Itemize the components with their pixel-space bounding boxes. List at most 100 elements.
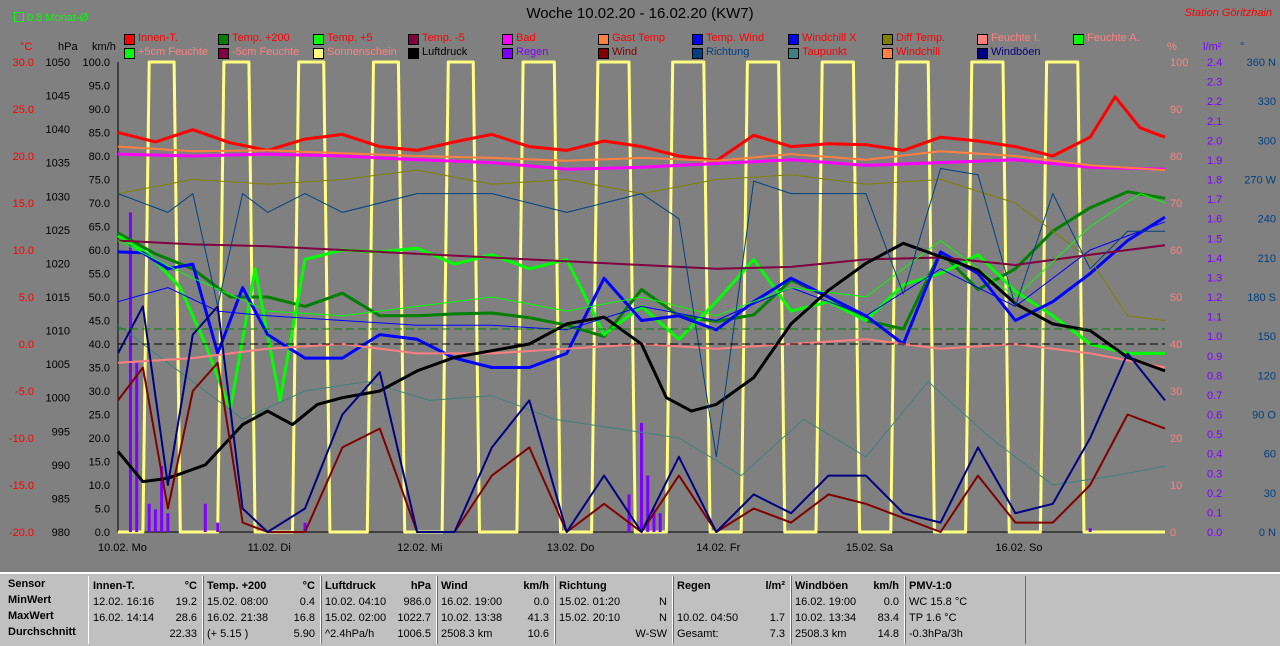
legend-swatch-temp-5[interactable] <box>408 34 419 45</box>
legend-swatch-taupunkt[interactable] <box>788 48 799 59</box>
legend-swatch-temp-wind[interactable] <box>692 34 703 45</box>
legend-swatch-windchill-x[interactable] <box>788 34 799 45</box>
legend-label-sonnenschein[interactable]: Sonnenschein <box>327 46 397 58</box>
summary-cell: 41.3 <box>527 612 549 624</box>
humidity-axis-tick: 40 <box>1170 339 1182 351</box>
rain-axis-tick: 2.0 <box>1207 135 1222 147</box>
direction-axis-tick: 240 <box>1258 214 1276 226</box>
legend-label-windchill-x[interactable]: Windchill X <box>802 32 857 44</box>
legend-label-luftdruck[interactable]: Luftdruck <box>422 46 468 58</box>
legend-swatch-sonnenschein[interactable] <box>313 48 324 59</box>
legend-label-5cm-feuchte[interactable]: -5cm Feuchte <box>232 46 300 58</box>
day-label: 14.02. Fr <box>696 542 740 554</box>
temp-axis-tick: 20.0 <box>13 151 34 163</box>
pressure-axis-tick: 1010 <box>46 326 70 338</box>
legend-label-temp-5[interactable]: Temp. +5 <box>327 32 373 44</box>
summary-cell: 986.0 <box>403 596 431 608</box>
summary-table: Sensor MinWert MaxWert Durchschnitt Innen-T… <box>0 572 1280 646</box>
wind-axis-tick: 85.0 <box>89 128 110 140</box>
legend-swatch-gast-temp[interactable] <box>598 34 609 45</box>
legend-label-richtung[interactable]: Richtung <box>706 46 750 58</box>
summary-cell: km/h <box>873 580 899 592</box>
direction-axis-tick: 0 N <box>1259 527 1276 539</box>
rain-axis-tick: 0.5 <box>1207 429 1222 441</box>
day-label: 13.02. Do <box>547 542 595 554</box>
wind-axis-tick: 15.0 <box>89 457 110 469</box>
summary-cell: 1006.5 <box>397 628 431 640</box>
summary-cell: 83.4 <box>877 612 899 624</box>
legend-label-temp-5[interactable]: Temp. -5 <box>422 32 465 44</box>
legend-swatch-diff-temp[interactable] <box>882 34 893 45</box>
summary-cell: °C <box>184 580 197 592</box>
summary-panel-richtung: Richtung 15.02. 01:20 N 15.02. 20:10 N W-SW <box>554 576 674 644</box>
legend-swatch-richtung[interactable] <box>692 48 703 59</box>
legend-swatch-wind[interactable] <box>598 48 609 59</box>
axis-unit: l/m² <box>1203 41 1222 53</box>
rain-axis-tick: 0.1 <box>1207 507 1222 519</box>
legend-swatch-bad[interactable] <box>502 34 513 45</box>
summary-cell: Innen-T. <box>93 580 135 592</box>
legend-swatch-5cm-feuchte[interactable] <box>124 48 135 59</box>
axis-unit: km/h <box>92 41 116 53</box>
legend-label-windchill[interactable]: Windchill <box>896 46 941 58</box>
pressure-axis-tick: 1015 <box>46 292 70 304</box>
legend-label-5cm-feuchte[interactable]: +5cm Feuchte <box>138 46 209 58</box>
legend-swatch-innen-t[interactable] <box>124 34 135 45</box>
summary-cell: 1022.7 <box>397 612 431 624</box>
summary-cell: 0.0 <box>883 596 899 608</box>
legend-label-bad[interactable]: Bad <box>516 32 536 44</box>
temp-axis-tick: 10.0 <box>13 245 34 257</box>
legend-label-innen-t[interactable]: Innen-T. <box>138 32 178 44</box>
wind-axis-tick: 95.0 <box>89 81 110 93</box>
legend-swatch-temp-200[interactable] <box>218 34 229 45</box>
summary-panel-temp-200: Temp. +200 °C 15.02. 08:00 0.4 16.02. 21:38 1… <box>202 576 322 644</box>
humidity-axis-tick: 10 <box>1170 480 1182 492</box>
direction-axis-tick: 90 O <box>1252 410 1276 422</box>
series-wind <box>117 361 1166 533</box>
monthly-average-toggle[interactable]: 0.8 Monat-Ø <box>14 12 88 24</box>
checkbox-icon[interactable] <box>14 12 24 22</box>
humidity-axis-tick: 100 <box>1170 57 1188 69</box>
legend-swatch-feuchte-i[interactable] <box>977 34 988 45</box>
legend-label-gast-temp[interactable]: Gast Temp <box>612 32 665 44</box>
temp-axis-tick: 0.0 <box>19 339 34 351</box>
legend-swatch-windchill[interactable] <box>882 48 893 59</box>
axis-unit: ° <box>1240 41 1244 53</box>
rain-axis-tick: 0.4 <box>1207 449 1222 461</box>
summary-cell: 10.02. 04:10 <box>325 596 387 608</box>
rain-axis-tick: 0.0 <box>1207 527 1222 539</box>
summary-cell: PMV-1:0 <box>909 580 952 592</box>
legend-label-feuchte-i[interactable]: Feuchte I. <box>991 32 1040 44</box>
summary-cell: TP 1.6 °C <box>909 612 957 624</box>
wind-axis-tick: 20.0 <box>89 433 110 445</box>
summary-cell: Regen <box>677 580 711 592</box>
legend-label-feuchte-a[interactable]: Feuchte A. <box>1087 32 1140 44</box>
legend-swatch-windb-en[interactable] <box>977 48 988 59</box>
legend-swatch-luftdruck[interactable] <box>408 48 419 59</box>
summary-cell: WC 15.8 °C <box>909 596 968 608</box>
legend-label-taupunkt[interactable]: Taupunkt <box>802 46 847 58</box>
summary-row-label: MinWert <box>8 594 52 606</box>
summary-panel-luftdruck: Luftdruck hPa 10.02. 04:10 986.0 15.02. 02:0… <box>320 576 438 644</box>
summary-cell: hPa <box>410 580 431 592</box>
summary-row-label: MaxWert <box>8 610 54 622</box>
legend-label-regen[interactable]: Regen <box>516 46 549 58</box>
legend-label-windb-en[interactable]: Windböen <box>991 46 1041 58</box>
temp-axis-tick: 30.0 <box>13 57 34 69</box>
legend-swatch-regen[interactable] <box>502 48 513 59</box>
legend-label-temp-wind[interactable]: Temp. Wind <box>706 32 765 44</box>
series-temp-5 <box>117 239 1166 270</box>
legend-label-temp-200[interactable]: Temp. +200 <box>232 32 290 44</box>
series-windb-en <box>117 305 1166 533</box>
direction-axis-tick: 270 W <box>1244 175 1276 187</box>
legend-swatch-temp-5[interactable] <box>313 34 324 45</box>
day-label: 16.02. So <box>995 542 1042 554</box>
legend-swatch-5cm-feuchte[interactable] <box>218 48 229 59</box>
legend-label-diff-temp[interactable]: Diff Temp. <box>896 32 946 44</box>
legend-swatch-feuchte-a[interactable] <box>1073 34 1084 45</box>
summary-cell: 16.02. 21:38 <box>207 612 269 624</box>
summary-cell: 15.02. 08:00 <box>207 596 269 608</box>
direction-axis-tick: 330 <box>1258 96 1276 108</box>
series-bad <box>117 152 1166 171</box>
legend-label-wind[interactable]: Wind <box>612 46 638 58</box>
